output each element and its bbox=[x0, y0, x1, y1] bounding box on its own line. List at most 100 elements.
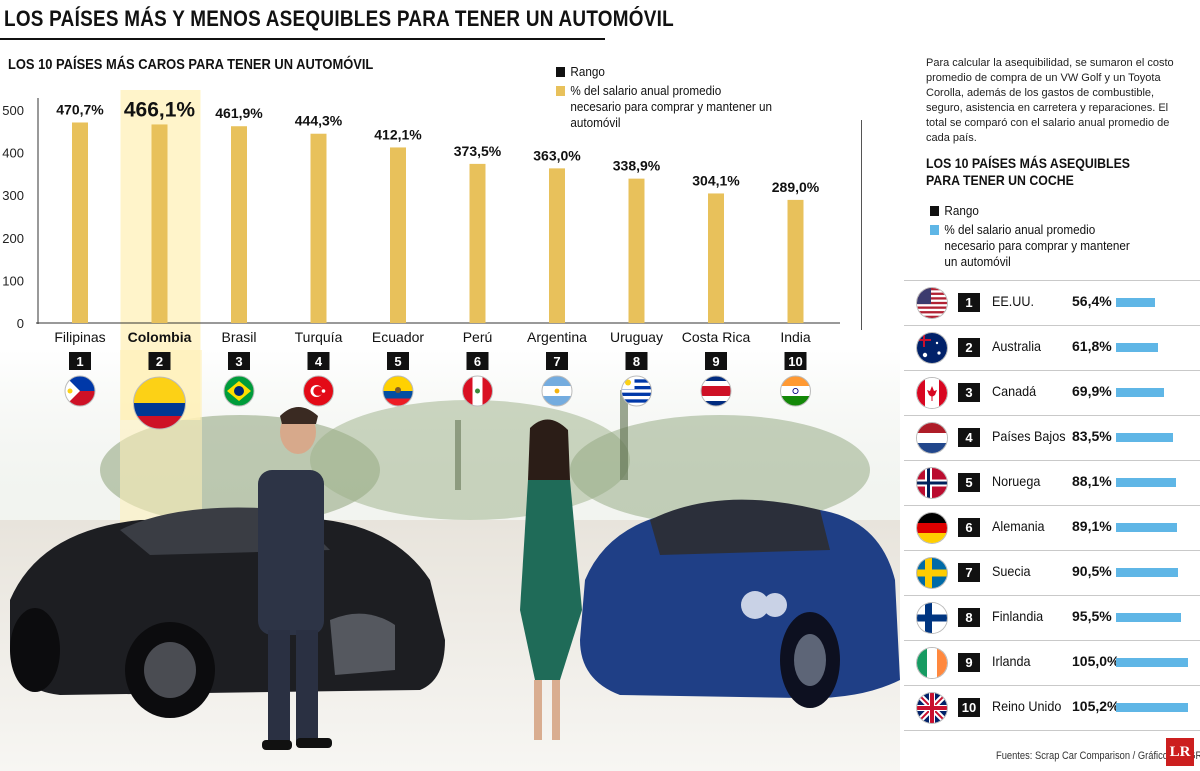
legend-pct-label: % del salario anual promedio necesario p… bbox=[570, 83, 773, 130]
rank-number: 9 bbox=[712, 354, 719, 369]
legend-rank-label: Rango bbox=[570, 64, 605, 79]
rank-box: 2 bbox=[958, 338, 980, 357]
bar-perú bbox=[469, 163, 486, 323]
list-item: 7 Suecia 90,5% bbox=[904, 550, 1200, 595]
flag-uy-icon bbox=[621, 375, 652, 407]
category-label: Colombia bbox=[128, 329, 192, 345]
category-label: Turquía bbox=[295, 329, 343, 345]
affordability-bar bbox=[1116, 433, 1174, 442]
data-label: 466,1% bbox=[124, 98, 196, 121]
category-label: Costa Rica bbox=[682, 329, 751, 345]
flag-se-icon bbox=[917, 558, 947, 588]
flag-tr-icon bbox=[303, 375, 334, 407]
y-tick-label: 200 bbox=[2, 231, 24, 246]
data-label: 363,0% bbox=[533, 147, 581, 163]
affordable-countries-list: 1 EE.UU. 56,4% 2 Australia 61,8% 3 Canadá 69,9% 4… bbox=[904, 280, 1200, 731]
flag-br-icon bbox=[223, 375, 255, 407]
lr-logo: LR bbox=[1166, 738, 1194, 766]
flag-cr-icon bbox=[700, 375, 732, 407]
rank-box bbox=[546, 352, 568, 370]
list-item: 9 Irlanda 105,0% bbox=[904, 640, 1200, 685]
rank-number: 2 bbox=[156, 354, 163, 369]
flag-no-icon bbox=[917, 468, 947, 498]
category-label: Brasil bbox=[221, 329, 256, 345]
affordable-list-legend: Rango % del salario anual promedio neces… bbox=[930, 203, 1138, 270]
country-name: Finlandia bbox=[992, 608, 1044, 624]
category-label: India bbox=[780, 329, 811, 345]
methodology-note: Para calcular la asequibilidad, se sumar… bbox=[926, 57, 1174, 144]
rank-box: 1 bbox=[958, 293, 980, 312]
bar-costa-rica bbox=[708, 193, 724, 323]
bar-ecuador bbox=[390, 147, 406, 323]
country-name: Canadá bbox=[992, 383, 1037, 399]
legend-pct-row: % del salario anual promedio necesario p… bbox=[930, 222, 1138, 270]
affordability-bar bbox=[1116, 478, 1177, 487]
category-label: Perú bbox=[463, 329, 493, 345]
list-item: 5 Noruega 88,1% bbox=[904, 460, 1200, 505]
rank-number: 3 bbox=[235, 354, 242, 369]
legend-pct-swatch bbox=[930, 225, 939, 235]
rank-number: 10 bbox=[788, 354, 802, 369]
rank-box bbox=[466, 352, 489, 370]
pct-value: 56,4% bbox=[1072, 293, 1112, 309]
y-tick-label: 300 bbox=[2, 188, 24, 203]
legend-pct-label: % del salario anual promedio necesario p… bbox=[944, 222, 1130, 269]
category-label: Filipinas bbox=[54, 329, 105, 345]
bar-colombia bbox=[151, 124, 168, 323]
list-item: 8 Finlandia 95,5% bbox=[904, 595, 1200, 640]
data-label: 304,1% bbox=[692, 172, 740, 188]
affordability-bar bbox=[1116, 388, 1164, 397]
rank-box bbox=[307, 352, 330, 370]
source-credit: Fuentes: Scrap Car Comparison / Gráfico:… bbox=[996, 750, 1200, 762]
list-item: 3 Canadá 69,9% bbox=[904, 370, 1200, 415]
expensive-chart-title: LOS 10 PAÍSES MÁS CAROS PARA TENER UN AU… bbox=[8, 56, 374, 73]
list-item: 1 EE.UU. 56,4% bbox=[904, 280, 1200, 325]
title-divider bbox=[0, 38, 605, 40]
bar-argentina bbox=[549, 168, 565, 323]
list-item: 10 Reino Unido 105,2% bbox=[904, 685, 1200, 731]
expensive-chart-svg: 0 100 200 300 400 500 470,7% Filipinas 1 466,1% Co… bbox=[2, 90, 840, 430]
expensive-chart-legend: Rango % del salario anual promedio neces… bbox=[556, 64, 773, 131]
flag-ec-icon bbox=[382, 375, 414, 407]
data-label: 412,1% bbox=[374, 126, 422, 142]
rank-box: 7 bbox=[958, 563, 980, 582]
list-item: 2 Australia 61,8% bbox=[904, 325, 1200, 370]
category-label: Ecuador bbox=[372, 329, 424, 345]
flag-ca-icon bbox=[917, 378, 947, 408]
pct-value: 95,5% bbox=[1072, 608, 1112, 624]
legend-pct-swatch bbox=[556, 86, 565, 96]
rank-number: 6 bbox=[474, 354, 481, 369]
data-label: 373,5% bbox=[454, 143, 502, 159]
list-item: 6 Alemania 89,1% bbox=[904, 505, 1200, 550]
affordability-bar bbox=[1116, 613, 1182, 622]
rank-box bbox=[69, 352, 91, 370]
flag-ar-icon bbox=[541, 375, 573, 407]
y-tick-label: 500 bbox=[2, 103, 24, 118]
pct-value: 69,9% bbox=[1072, 383, 1112, 399]
y-tick-label: 0 bbox=[17, 316, 24, 331]
y-tick-label: 100 bbox=[2, 273, 24, 288]
expensive-countries-chart: 0 100 200 300 400 500 470,7% Filipinas 1 466,1% Co… bbox=[0, 90, 870, 430]
data-label: 461,9% bbox=[215, 105, 263, 121]
flag-co-icon bbox=[133, 376, 186, 430]
pct-value: 61,8% bbox=[1072, 338, 1112, 354]
bar-uruguay bbox=[628, 178, 645, 323]
data-label: 289,0% bbox=[772, 179, 820, 195]
pct-value: 89,1% bbox=[1072, 518, 1112, 534]
legend-rank-label: Rango bbox=[944, 203, 979, 218]
rank-box: 8 bbox=[958, 608, 980, 627]
country-name: Australia bbox=[992, 338, 1042, 354]
pct-value: 90,5% bbox=[1072, 563, 1112, 579]
rank-number: 8 bbox=[633, 354, 640, 369]
legend-rank-swatch bbox=[930, 206, 939, 216]
rank-box bbox=[625, 352, 648, 370]
country-name: Reino Unido bbox=[992, 698, 1062, 714]
bar-turquía bbox=[310, 133, 327, 323]
flag-de-icon bbox=[917, 513, 947, 543]
country-name: Alemania bbox=[992, 518, 1045, 534]
rank-box: 4 bbox=[958, 428, 980, 447]
country-name: EE.UU. bbox=[992, 293, 1035, 309]
rank-box bbox=[784, 352, 807, 370]
flag-nl-icon bbox=[917, 423, 947, 453]
legend-pct-row: % del salario anual promedio necesario p… bbox=[556, 83, 773, 131]
